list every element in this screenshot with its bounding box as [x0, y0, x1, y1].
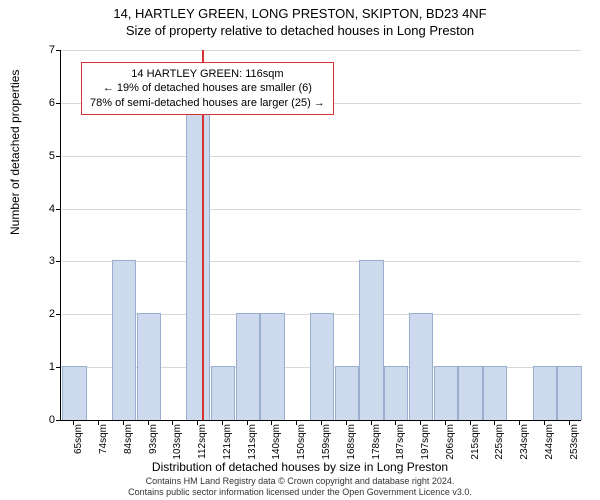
x-tick-label: 178sqm: [371, 424, 382, 460]
footer-credits: Contains HM Land Registry data © Crown c…: [0, 476, 600, 498]
x-tick-label: 197sqm: [420, 424, 431, 460]
bar: [310, 313, 334, 420]
x-tick-label: 244sqm: [544, 424, 555, 460]
x-tick-label: 140sqm: [271, 424, 282, 460]
x-tick-label: 84sqm: [123, 424, 134, 454]
y-tick-label: 5: [49, 150, 55, 162]
x-tick-label: 65sqm: [73, 424, 84, 454]
bar: [409, 313, 433, 420]
title-line1: 14, HARTLEY GREEN, LONG PRESTON, SKIPTON…: [0, 0, 600, 21]
bar: [359, 260, 383, 420]
bar: [62, 366, 86, 420]
x-tick-label: 234sqm: [519, 424, 530, 460]
y-tick-label: 0: [49, 414, 55, 426]
bar: [434, 366, 458, 420]
bar: [236, 313, 260, 420]
y-tick-mark: [56, 261, 61, 262]
y-tick-mark: [56, 314, 61, 315]
footer-line1: Contains HM Land Registry data © Crown c…: [0, 476, 600, 487]
x-tick-label: 103sqm: [172, 424, 183, 460]
y-tick-label: 7: [49, 44, 55, 56]
callout-line3: 78% of semi-detached houses are larger (…: [90, 96, 325, 110]
bar: [335, 366, 359, 420]
x-tick-label: 74sqm: [98, 424, 109, 454]
bar: [211, 366, 235, 420]
x-tick-label: 215sqm: [470, 424, 481, 460]
reference-callout: 14 HARTLEY GREEN: 116sqm ← 19% of detach…: [81, 62, 334, 115]
y-axis-label: Number of detached properties: [8, 70, 22, 235]
bar: [137, 313, 161, 420]
bar: [260, 313, 284, 420]
y-tick-label: 2: [49, 308, 55, 320]
x-tick-label: 206sqm: [445, 424, 456, 460]
x-tick-label: 93sqm: [148, 424, 159, 454]
bar: [533, 366, 557, 420]
y-tick-mark: [56, 156, 61, 157]
x-tick-label: 131sqm: [247, 424, 258, 460]
y-tick-label: 1: [49, 361, 55, 373]
grid-line: [61, 209, 581, 210]
x-tick-label: 150sqm: [296, 424, 307, 460]
x-tick-label: 159sqm: [321, 424, 332, 460]
x-tick-label: 253sqm: [569, 424, 580, 460]
x-tick-label: 168sqm: [346, 424, 357, 460]
x-tick-label: 225sqm: [494, 424, 505, 460]
grid-line: [61, 156, 581, 157]
bar: [483, 366, 507, 420]
y-tick-mark: [56, 367, 61, 368]
callout-line1: 14 HARTLEY GREEN: 116sqm: [90, 67, 325, 81]
y-tick-mark: [56, 209, 61, 210]
callout-line2: ← 19% of detached houses are smaller (6): [90, 81, 325, 95]
chart-container: 14, HARTLEY GREEN, LONG PRESTON, SKIPTON…: [0, 0, 600, 500]
grid-line: [61, 261, 581, 262]
y-tick-label: 4: [49, 203, 55, 215]
bar: [557, 366, 581, 420]
footer-line2: Contains public sector information licen…: [0, 487, 600, 498]
y-tick-label: 6: [49, 97, 55, 109]
x-tick-label: 121sqm: [222, 424, 233, 460]
y-tick-mark: [56, 103, 61, 104]
x-tick-label: 187sqm: [395, 424, 406, 460]
grid-line: [61, 50, 581, 51]
bar: [458, 366, 482, 420]
bar: [186, 102, 210, 420]
plot-area: 0123456765sqm74sqm84sqm93sqm103sqm112sqm…: [60, 50, 581, 421]
y-tick-label: 3: [49, 255, 55, 267]
y-tick-mark: [56, 420, 61, 421]
y-tick-mark: [56, 50, 61, 51]
title-line2: Size of property relative to detached ho…: [0, 21, 600, 38]
bar: [112, 260, 136, 420]
x-tick-label: 112sqm: [197, 424, 208, 459]
x-axis-label: Distribution of detached houses by size …: [0, 460, 600, 474]
bar: [384, 366, 408, 420]
